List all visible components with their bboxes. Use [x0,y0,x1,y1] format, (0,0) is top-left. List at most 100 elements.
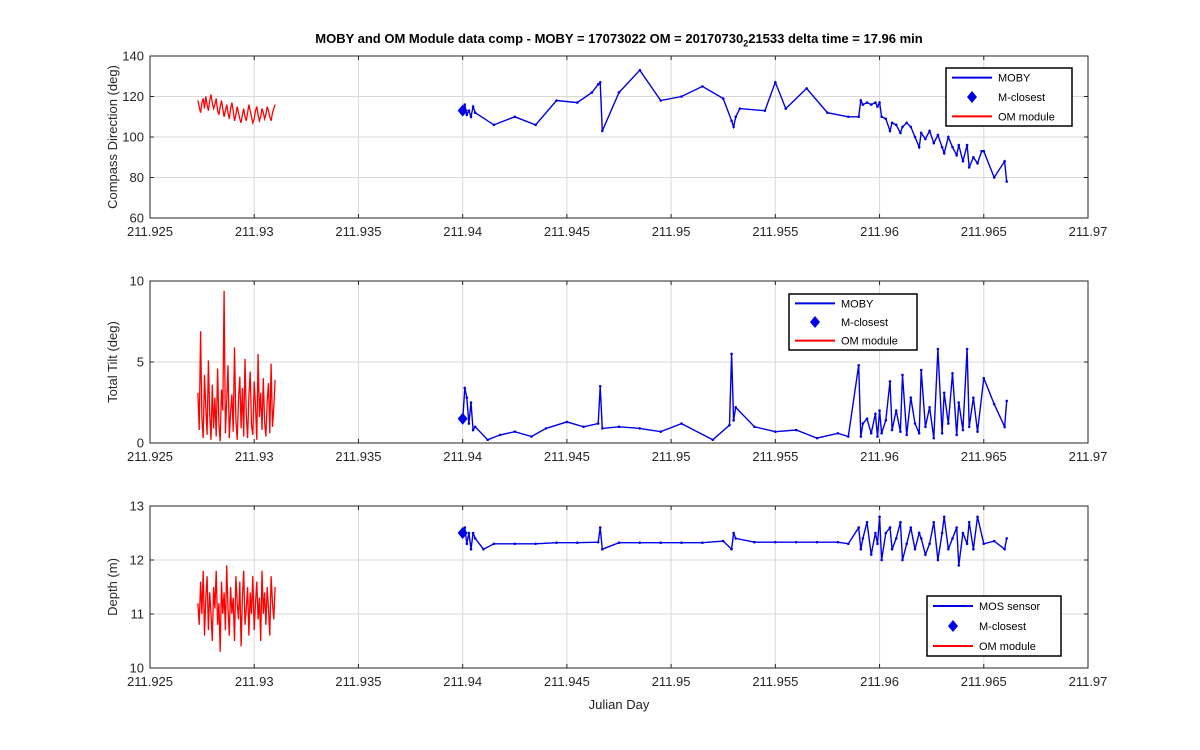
x-tick-label: 211.965 [961,449,1007,464]
moby-point [936,133,940,137]
moby-point [465,113,469,117]
moby-point [982,542,986,546]
moby-point [482,547,485,551]
moby-point [992,539,996,543]
moby-point [972,396,975,399]
moby-point [888,526,892,529]
moby-point [951,372,954,375]
y-tick-label: 140 [122,49,144,64]
y-tick-label: 10 [130,274,144,289]
moby-point [899,131,902,135]
title-tail: 21533 delta time = 17.96 min [748,31,923,46]
moby-point [972,547,975,551]
x-tick-label: 211.96 [860,674,899,689]
moby-point [965,542,969,546]
moby-point [794,428,798,432]
moby-point [471,531,475,535]
moby-point [928,129,931,133]
moby-point [951,145,954,149]
moby-point [957,564,961,567]
m-closest-marker [457,412,468,425]
moby-point [576,541,579,545]
moby-point [982,376,986,380]
moby-point [596,540,600,544]
moby-point [928,542,931,546]
x-tick-label: 211.945 [544,449,590,464]
moby-point [928,406,931,409]
legend-label: MOS sensor [979,601,1040,613]
moby-point [465,396,469,399]
legend-label: M-closest [979,621,1026,633]
moby-point [982,149,986,153]
legend-label: OM module [979,641,1036,653]
moby-point [967,520,971,524]
moby-point [961,428,965,432]
moby-point [774,540,777,544]
y-tick-label: 60 [130,211,144,226]
x-tick-label: 211.97 [1069,674,1108,689]
x-tick-label: 211.935 [335,674,381,689]
moby-point [924,553,927,556]
x-tick-label: 211.94 [443,224,482,239]
moby-point [947,547,950,551]
moby-point [701,541,704,545]
m-closest-marker [457,527,468,539]
legend: MOBY M-closest OM module [945,67,1073,127]
moby-point [909,125,913,129]
x-tick-label: 211.94 [443,674,482,689]
moby-point [865,101,869,104]
moby-point [880,431,883,435]
moby-point [730,352,733,356]
moby-point [730,547,733,551]
y-tick-label: 80 [130,170,144,185]
moby-point [1005,537,1009,540]
x-tick-label: 211.96 [860,449,899,464]
moby-point [913,547,917,551]
moby-point [965,347,969,351]
moby-point [784,107,788,110]
moby-point [913,422,917,425]
moby-point [976,430,979,433]
legend-label: MOBY [998,73,1031,85]
x-tick-label: 211.955 [752,224,798,239]
moby-point [711,438,715,442]
moby-point [876,105,879,108]
moby-point [976,515,979,519]
moby-point [471,428,475,432]
legend-label: OM module [841,336,898,348]
moby-point [880,115,883,119]
moby-point [498,433,502,437]
moby-point [601,129,604,133]
moby-point [899,430,902,433]
x-tick-label: 211.965 [961,674,1007,689]
legend: MOS sensor M-closest OM module [926,595,1062,657]
x-tick-label: 211.945 [544,674,590,689]
moby-point [913,135,917,139]
moby-point [465,542,469,546]
moby-point [492,542,496,546]
moby-point [899,520,902,524]
moby-point [961,160,965,163]
moby-point [972,155,975,159]
moby-point [884,531,888,535]
moby-point [894,409,898,412]
moby-point [732,125,735,129]
moby-point [826,111,829,114]
y-tick-label: 13 [130,499,144,514]
moby-line [462,69,1008,182]
moby-point [905,433,908,437]
moby-point [961,531,965,535]
moby-point [513,430,517,433]
moby-point [1005,399,1009,403]
moby-point [890,428,894,432]
moby-point [965,143,969,147]
moby-point [976,162,979,165]
moby-point [890,121,894,125]
x-tick-label: 211.93 [235,449,274,464]
moby-point [680,95,683,98]
x-tick-label: 211.925 [127,449,173,464]
moby-point [544,427,548,430]
moby-point [555,99,558,102]
moby-point [932,436,936,440]
moby-point [486,438,489,442]
